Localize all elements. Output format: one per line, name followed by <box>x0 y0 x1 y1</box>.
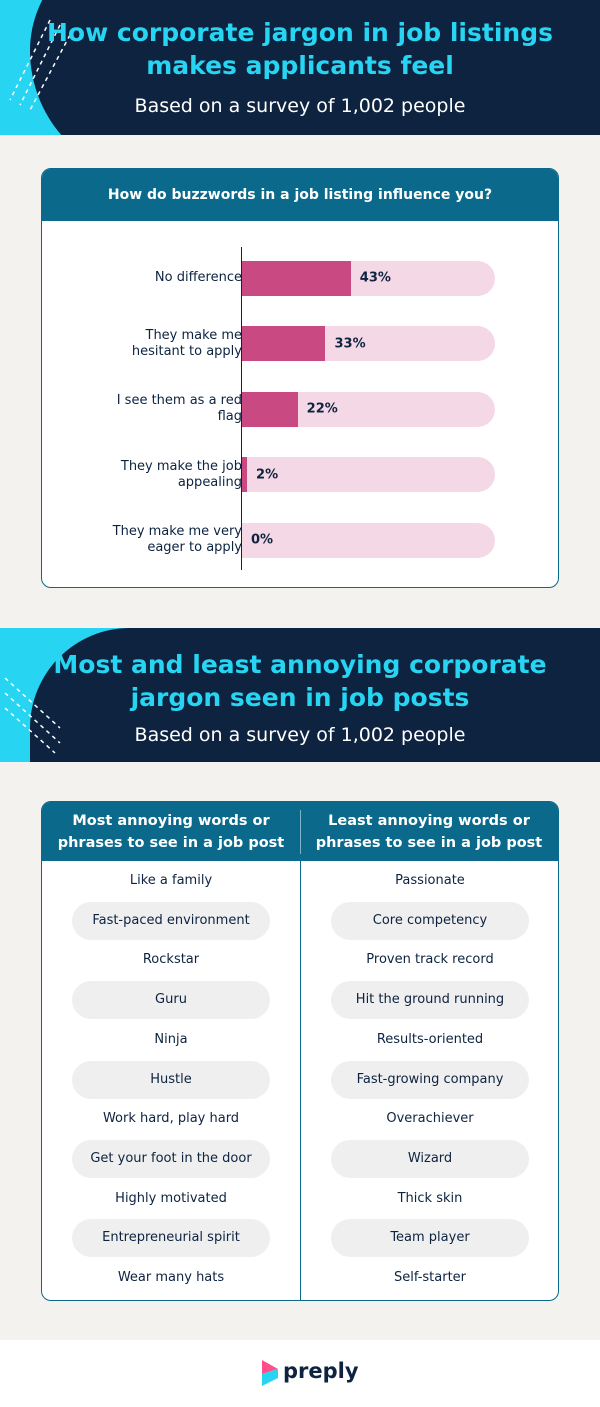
subtitle: Based on a survey of 1,002 people <box>134 724 466 746</box>
category-label: They make me hesitant to apply <box>131 327 242 359</box>
table-cell: Guru <box>72 981 270 1020</box>
header-shape <box>30 0 600 135</box>
column-header: Least annoying words or phrases to see i… <box>300 802 558 861</box>
header: How corporate jargon in job listings mak… <box>0 0 600 135</box>
category-label: They make the job appealing <box>120 458 242 490</box>
table-cell: Hustle <box>72 1060 270 1099</box>
table-cell: Fast-growing company <box>331 1060 529 1099</box>
column-header: Most annoying words or phrases to see in… <box>42 802 300 861</box>
value-label: 0% <box>251 532 274 548</box>
chart-card: How do buzzwords in a job listing influe… <box>41 168 559 588</box>
divider <box>300 810 301 854</box>
table-body: Like a family Passionate Fast-paced enviro… <box>42 802 558 1300</box>
table-cell: Get your foot in the door <box>72 1139 270 1178</box>
table-cell: Entrepreneurial spirit <box>72 1219 270 1258</box>
table-cell: Ninja <box>154 1031 188 1047</box>
bar <box>242 260 351 296</box>
bar-track <box>242 457 495 492</box>
header-shape <box>30 628 600 762</box>
decoration <box>9 19 71 111</box>
bar-track <box>242 522 495 558</box>
table-cell: Overachiever <box>386 1111 474 1127</box>
table-cell: Core competency <box>331 901 529 940</box>
table-cell: Hit the ground running <box>331 981 529 1020</box>
bar <box>242 457 248 492</box>
brand: preply <box>283 1359 359 1383</box>
table-cell: Results-oriented <box>376 1031 484 1047</box>
header2: Most and least annoying corporate jargon… <box>0 628 600 762</box>
bar <box>242 391 298 427</box>
table-cell: Proven track record <box>366 952 494 968</box>
table-cell: Rockstar <box>142 952 200 968</box>
decoration <box>4 677 61 754</box>
logo-icon <box>262 1360 278 1386</box>
table-cell: Wear many hats <box>117 1270 225 1285</box>
table-cell: Fast-paced environment <box>72 901 270 940</box>
table-cell: Thick skin <box>397 1190 463 1206</box>
table-card: Most annoying words or phrases to see in… <box>41 801 559 1301</box>
axis-line <box>241 247 242 570</box>
value-label: 43% <box>359 270 391 286</box>
category-label: No difference <box>154 270 242 285</box>
table-cell: Work hard, play hard <box>102 1111 240 1127</box>
title: Most and least annoying corporate jargon… <box>53 650 547 712</box>
value-label: 33% <box>334 336 366 351</box>
value-label: 22% <box>306 401 338 417</box>
table-cell: Passionate <box>395 873 465 888</box>
value-label: 2% <box>256 467 279 482</box>
table-cell: Highly motivated <box>115 1190 227 1206</box>
table-cell: Wizard <box>331 1139 529 1178</box>
category-label: I see them as a red flag <box>116 393 242 424</box>
chart: No difference 43% They make me hesitant to… <box>42 169 558 587</box>
category-label: They make me very eager to apply <box>112 524 242 555</box>
bar <box>242 326 326 361</box>
table-cell: Like a family <box>129 873 213 888</box>
subtitle: Based on a survey of 1,002 people <box>134 95 466 117</box>
footer: preply <box>0 1340 600 1407</box>
divider <box>300 861 301 1300</box>
chart-title: How do buzzwords in a job listing influe… <box>42 169 558 221</box>
table-cell: Self-starter <box>393 1270 467 1285</box>
title: How corporate jargon in job listings mak… <box>47 18 553 80</box>
table-cell: Team player <box>331 1219 529 1258</box>
